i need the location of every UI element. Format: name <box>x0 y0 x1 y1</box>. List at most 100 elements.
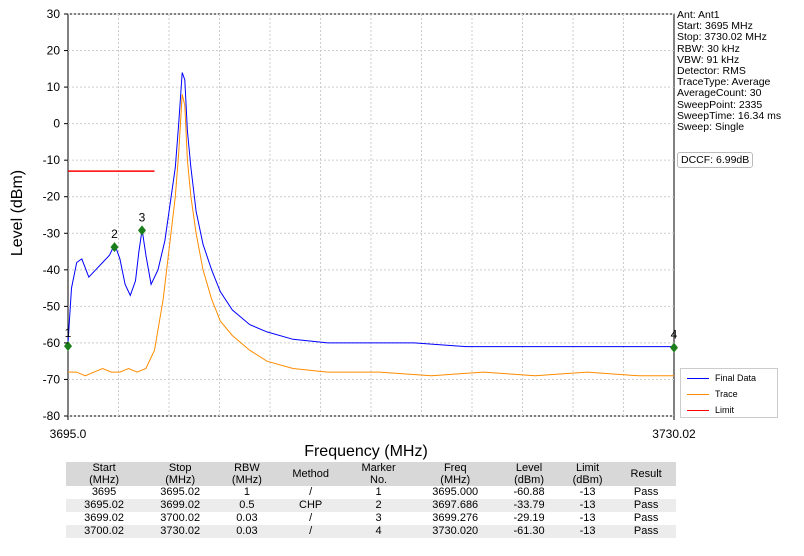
cell: Pass <box>633 486 659 498</box>
info-stop: Stop: 3730.02 MHz <box>677 31 767 44</box>
legend-label-trace: Trace <box>715 389 738 399</box>
cell: 1 <box>243 486 250 498</box>
table-row: 3700.02 3730.02 0.03 / 4 3730.020 -61.30… <box>66 525 676 538</box>
legend-swatch-final-data <box>687 377 709 379</box>
header-marker: Marker No. <box>345 462 412 486</box>
cell: 3695.02 <box>66 499 143 512</box>
y-tick-label: 20 <box>47 44 61 58</box>
cell: -60.88 <box>513 486 545 498</box>
cell: 3699.02 <box>142 499 219 512</box>
info-averagecount: AverageCount: 30 <box>677 87 762 100</box>
marker-label-2: 2 <box>111 227 118 241</box>
marker-3 <box>137 225 146 236</box>
legend-swatch-trace <box>687 393 709 395</box>
y-tick-label: -80 <box>43 409 61 423</box>
info-detector: Detector: RMS <box>677 65 746 78</box>
info-sweeptime: SweepTime: 16.34 ms <box>677 109 782 122</box>
legend-label-final-data: Final Data <box>715 373 757 383</box>
cell: -61.30 <box>499 525 559 538</box>
dccf-badge: DCCF: 6.99dB <box>677 152 754 168</box>
cell: 3699.276 <box>432 512 479 524</box>
chart-plot: 1 2 3 4 <box>64 72 678 377</box>
cell: 0.03 <box>236 512 258 524</box>
y-tick-label: 10 <box>47 80 61 94</box>
marker-label-4: 4 <box>671 328 678 342</box>
legend-item-trace: Trace <box>681 387 777 401</box>
chart-grid <box>67 13 675 417</box>
info-sweep: Sweep: Single <box>677 121 745 134</box>
cell: 3700.02 <box>160 512 201 524</box>
chart-legend: Final Data Trace Limit <box>680 368 778 418</box>
results-table: Start (MHz) Stop (MHz) RBW (MHz) Method … <box>66 462 676 538</box>
cell: 0.5 <box>218 499 276 512</box>
y-tick-label: -40 <box>43 263 61 277</box>
legend-label-limit: Limit <box>715 405 735 415</box>
cell: -13 <box>579 512 596 524</box>
spectrum-chart: 1 2 3 4 30 20 10 0 -10 -20 -30 -40 -50 -60 -70 -80 369… <box>9 7 696 460</box>
x-axis-ticks: 3695.0 3730.02 <box>50 416 696 441</box>
cell: Pass <box>616 499 676 512</box>
cell: 3730.02 <box>142 525 219 538</box>
cell: 2 <box>345 499 412 512</box>
y-tick-label: -20 <box>43 190 61 204</box>
cell: 0.03 <box>218 525 276 538</box>
cell: CHP <box>275 499 346 512</box>
cell: -29.19 <box>513 512 545 524</box>
cell: 4 <box>345 525 412 538</box>
legend-item-final-data: Final Data <box>681 371 777 385</box>
y-tick-label: -50 <box>43 299 61 313</box>
legend-item-limit: Limit <box>681 403 777 417</box>
x-axis-label: Frequency (MHz) <box>304 443 428 460</box>
cell: Pass <box>616 525 676 538</box>
header-freq: Freq (MHz) <box>411 462 500 486</box>
info-antenna: Ant: Ant1 <box>677 9 720 21</box>
table-row: 3695 3695.02 1 / 1 3695.000 -60.88 -13 P… <box>66 486 676 499</box>
cell: 3695 <box>91 486 117 498</box>
header-method: Method <box>275 462 346 486</box>
y-tick-label: -60 <box>43 336 61 350</box>
y-tick-label: -10 <box>43 153 61 167</box>
marker-2 <box>110 242 119 253</box>
info-rbw: RBW: 30 kHz <box>677 42 740 55</box>
cell: 3699.02 <box>84 512 124 524</box>
cell: 3697.686 <box>411 499 500 512</box>
cell: Pass <box>633 512 659 524</box>
y-tick-label: -70 <box>43 372 61 386</box>
x-tick-label: 3730.02 <box>652 427 696 441</box>
cell: 3 <box>375 512 382 524</box>
info-start: Start: 3695 MHz <box>677 20 753 33</box>
marker-1 <box>64 341 72 352</box>
table-row: 3695.02 3699.02 0.5 CHP 2 3697.686 -33.7… <box>66 499 676 512</box>
y-tick-label: -30 <box>43 226 61 240</box>
x-tick-label: 3695.0 <box>50 427 87 441</box>
header-level: Level (dBm) <box>499 462 559 486</box>
header-limit: Limit (dBm) <box>558 462 617 486</box>
table-row: 3699.02 3700.02 0.03 / 3 3699.276 -29.19… <box>66 512 676 525</box>
cell: -13 <box>558 525 617 538</box>
table-header-row: Start (MHz) Stop (MHz) RBW (MHz) Method … <box>66 462 676 486</box>
header-result: Result <box>616 462 676 486</box>
cell: / <box>275 525 346 538</box>
series-line-final-data <box>67 72 674 348</box>
cell: 3730.020 <box>411 525 500 538</box>
marker-label-1: 1 <box>65 326 72 340</box>
cell: -13 <box>579 486 596 498</box>
series-line-trace <box>68 94 674 377</box>
marker-4 <box>670 342 678 353</box>
header-start: Start (MHz) <box>66 462 143 486</box>
info-tracetype: TraceType: Average <box>677 76 771 89</box>
cell: 1 <box>375 486 382 498</box>
marker-label-3: 3 <box>139 210 146 224</box>
header-stop: Stop (MHz) <box>142 462 219 486</box>
cell: / <box>309 486 313 498</box>
legend-swatch-limit <box>687 409 709 411</box>
cell: 3695.000 <box>432 486 479 498</box>
y-tick-label: 30 <box>47 7 61 21</box>
cell: -13 <box>558 499 617 512</box>
header-rbw: RBW (MHz) <box>218 462 276 486</box>
cell: 3700.02 <box>66 525 143 538</box>
cell: 3695.02 <box>160 486 201 498</box>
y-tick-label: 0 <box>53 117 60 131</box>
cell: / <box>309 512 313 524</box>
info-vbw: VBW: 91 kHz <box>677 53 740 66</box>
